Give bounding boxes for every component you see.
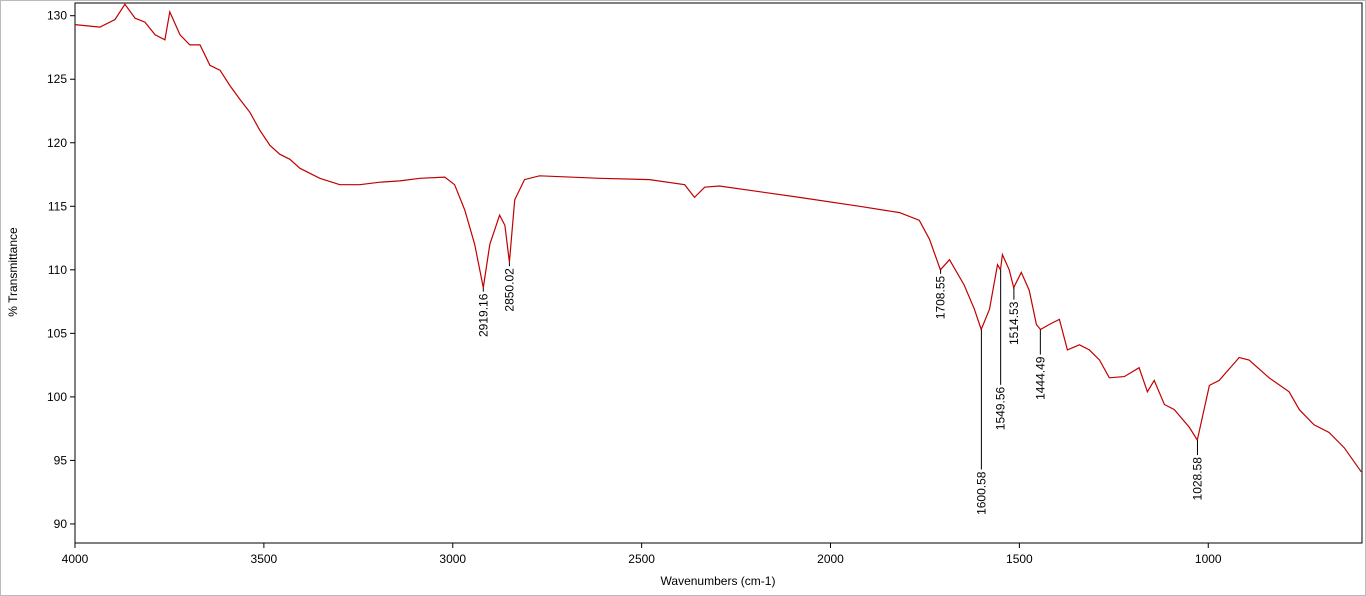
y-tick-label: 90 (54, 517, 68, 531)
y-tick-label: 130 (47, 9, 67, 23)
plot-area (74, 2, 1363, 544)
peak-label: 1444.49 (1033, 356, 1047, 400)
x-tick-label: 4000 (62, 552, 89, 566)
y-tick-label: 105 (47, 326, 67, 340)
spectrum-line (74, 3, 1362, 473)
x-axis-label: Wavenumbers (cm-1) (661, 574, 776, 588)
x-tick-label: 1000 (1195, 552, 1222, 566)
x-tick-label: 3500 (251, 552, 278, 566)
peak-label: 1514.53 (1007, 301, 1021, 345)
x-tick-label: 2000 (817, 552, 844, 566)
y-tick-label: 110 (48, 263, 67, 277)
x-tick-label: 1500 (1006, 552, 1033, 566)
y-tick-label: 100 (47, 390, 67, 404)
peak-label: 2850.02 (502, 268, 516, 312)
peak-label: 1708.55 (934, 276, 948, 320)
y-tick-label: 115 (48, 199, 67, 213)
peak-label: 1028.58 (1190, 457, 1204, 501)
y-tick-label: 120 (47, 136, 67, 150)
x-tick-label: 2500 (628, 552, 655, 566)
y-tick-label: 95 (54, 453, 68, 467)
y-tick-label: 125 (47, 72, 67, 86)
peak-label: 1549.56 (994, 387, 1008, 431)
peak-label: 1600.58 (974, 471, 988, 515)
peak-label: 2919.16 (476, 293, 490, 337)
x-tick-label: 3000 (439, 552, 466, 566)
y-axis-label: % Transmittance (6, 227, 20, 317)
